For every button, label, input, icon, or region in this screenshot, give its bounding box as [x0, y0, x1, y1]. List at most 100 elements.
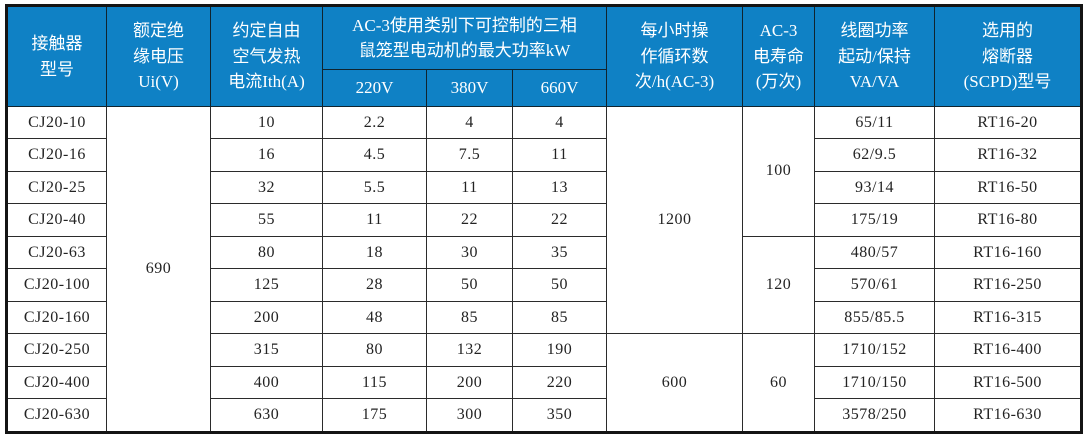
header-ac3-power-group: AC-3使用类别下可控制的三相 鼠笼型电动机的最大功率kW	[321, 5, 608, 70]
table-row: CJ20-40 55 11 22 22 175/19 RT16-80	[6, 203, 1083, 237]
header-electrical-life: AC-3 电寿命 (万次)	[742, 5, 816, 107]
cell-p380: 11	[426, 170, 513, 205]
header-cycles-per-hour: 每小时操 作循环数 次/h(AC-3)	[606, 5, 744, 107]
header-coil-power: 线圈功率 起动/保持 VA/VA	[814, 5, 936, 107]
header-contactor-model: 接触器 型号	[6, 5, 107, 107]
cell-ith: 32	[210, 170, 323, 205]
cell-p660: 22	[511, 203, 608, 237]
cell-fuse: RT16-630	[934, 398, 1083, 433]
cell-coil: 1710/150	[814, 365, 936, 400]
cell-coil: 570/61	[814, 268, 936, 302]
cell-ith: 16	[210, 138, 323, 172]
cell-fuse: RT16-80	[934, 203, 1083, 237]
table-row: CJ20-630 630 175 300 350 3578/250 RT16-6…	[6, 398, 1083, 433]
cell-coil: 3578/250	[814, 398, 936, 433]
cell-p380: 50	[426, 268, 513, 302]
header-380v: 380V	[426, 69, 513, 107]
cell-coil: 480/57	[814, 235, 936, 270]
cell-coil: 855/85.5	[814, 300, 936, 335]
cell-p380: 30	[426, 235, 513, 270]
cell-p380: 300	[426, 398, 513, 433]
table-row: CJ20-400 400 115 200 220 1710/150 RT16-5…	[6, 365, 1083, 400]
table-row: CJ20-100 125 28 50 50 570/61 RT16-250	[6, 268, 1083, 302]
cell-model: CJ20-63	[6, 235, 107, 270]
cell-p380: 22	[426, 203, 513, 237]
cell-p660: 4	[511, 105, 608, 140]
cell-fuse: RT16-20	[934, 105, 1083, 140]
cell-p220: 2.2	[322, 105, 427, 140]
header-insulation-voltage: 额定绝 缘电压 Ui(V)	[106, 5, 211, 107]
cell-coil: 62/9.5	[814, 138, 936, 172]
cell-p220: 5.5	[322, 170, 427, 205]
table-row: CJ20-10 690 10 2.2 4 4 1200 100 65/11 RT…	[6, 105, 1083, 433]
cell-p220: 28	[322, 268, 427, 302]
contactor-spec-table: 接触器 型号 额定绝 缘电压 Ui(V) 约定自由 空气发热 电流Ith(A) …	[5, 4, 1084, 434]
cell-p660: 11	[511, 138, 608, 172]
cell-fuse: RT16-32	[934, 138, 1083, 172]
cell-model: CJ20-250	[6, 333, 107, 367]
cell-p660: 220	[511, 365, 608, 400]
cell-fuse: RT16-315	[934, 300, 1083, 335]
cell-p660: 13	[511, 170, 608, 205]
header-660v: 660V	[511, 69, 608, 107]
cell-coil: 1710/152	[814, 333, 936, 367]
cell-coil: 93/14	[814, 170, 936, 205]
table-row: CJ20-16 16 4.5 7.5 11 62/9.5 RT16-32	[6, 138, 1083, 172]
cell-ith: 315	[210, 333, 323, 367]
table-row: CJ20-63 80 18 30 35 120 480/57 RT16-160	[6, 235, 1083, 335]
header-220v: 220V	[322, 69, 427, 107]
cell-model: CJ20-160	[6, 300, 107, 335]
cell-fuse: RT16-250	[934, 268, 1083, 302]
cell-life-120: 120	[742, 235, 816, 335]
cell-ith: 55	[210, 203, 323, 237]
cell-p660: 35	[511, 235, 608, 270]
cell-life-60: 60	[742, 333, 816, 433]
cell-model: CJ20-16	[6, 138, 107, 172]
cell-model: CJ20-40	[6, 203, 107, 237]
cell-p220: 175	[322, 398, 427, 433]
cell-ith: 125	[210, 268, 323, 302]
cell-p380: 85	[426, 300, 513, 335]
cell-coil: 65/11	[814, 105, 936, 140]
cell-p660: 190	[511, 333, 608, 367]
cell-ui-voltage: 690	[106, 106, 211, 433]
cell-cycles-1200: 1200	[606, 105, 744, 335]
cell-coil: 175/19	[814, 203, 936, 237]
cell-p660: 85	[511, 300, 608, 335]
cell-cycles-600: 600	[606, 333, 744, 433]
cell-p220: 115	[322, 365, 427, 400]
cell-p660: 50	[511, 268, 608, 302]
cell-ith: 400	[210, 365, 323, 400]
cell-model: CJ20-630	[6, 398, 107, 433]
cell-fuse: RT16-160	[934, 235, 1083, 270]
cell-p380: 132	[426, 333, 513, 367]
cell-fuse: RT16-400	[934, 333, 1083, 367]
table-body: CJ20-10 690 10 2.2 4 4 1200 100 65/11 RT…	[6, 105, 1083, 433]
header-fuse: 选用的 熔断器 (SCPD)型号	[934, 5, 1083, 107]
cell-fuse: RT16-50	[934, 170, 1083, 205]
table-row: CJ20-25 32 5.5 11 13 93/14 RT16-50	[6, 170, 1083, 205]
cell-p380: 200	[426, 365, 513, 400]
table-header: 接触器 型号 额定绝 缘电压 Ui(V) 约定自由 空气发热 电流Ith(A) …	[6, 5, 1083, 107]
cell-p380: 4	[426, 105, 513, 140]
cell-p220: 48	[322, 300, 427, 335]
cell-life-100: 100	[742, 106, 816, 237]
cell-model: CJ20-10	[6, 105, 107, 140]
cell-ith: 80	[210, 235, 323, 270]
cell-p660: 350	[511, 398, 608, 433]
cell-model: CJ20-400	[6, 365, 107, 400]
cell-p220: 80	[322, 333, 427, 367]
cell-fuse: RT16-500	[934, 365, 1083, 400]
cell-p220: 11	[322, 203, 427, 237]
cell-model: CJ20-25	[6, 170, 107, 205]
header-thermal-current: 约定自由 空气发热 电流Ith(A)	[210, 5, 323, 107]
cell-p220: 18	[322, 235, 427, 270]
cell-ith: 200	[210, 300, 323, 335]
cell-p380: 7.5	[426, 138, 513, 172]
cell-ith: 630	[210, 398, 323, 433]
cell-p220: 4.5	[322, 138, 427, 172]
cell-model: CJ20-100	[6, 268, 107, 302]
cell-ith: 10	[210, 105, 323, 140]
table-row: CJ20-250 315 80 132 190 600 60 1710/152 …	[6, 333, 1083, 433]
